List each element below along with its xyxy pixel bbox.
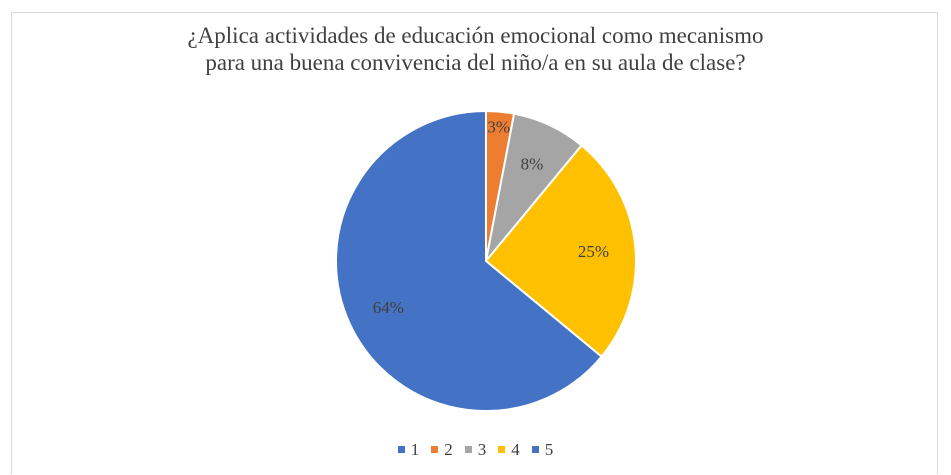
data-label-4: 25% (578, 242, 609, 261)
legend-item-1: 1 (397, 440, 420, 460)
chart-title-line-2: para una buena convivencia del niño/a en… (205, 50, 746, 75)
legend-item-2: 2 (431, 440, 453, 460)
legend-item-5: 5 (531, 440, 554, 460)
legend-swatch-1 (397, 445, 405, 453)
legend-swatch-3 (464, 445, 472, 453)
chart-legend: 1 2 3 4 5 (0, 440, 951, 460)
data-label-5: 64% (373, 298, 404, 317)
chart-title: ¿Aplica actividades de educación emocion… (0, 22, 951, 76)
legend-item-3: 3 (464, 440, 487, 460)
legend-swatch-4 (498, 445, 506, 453)
legend-swatch-5 (531, 445, 539, 453)
chart-title-line-1: ¿Aplica actividades de educación emocion… (187, 23, 764, 48)
pie-slice-5 (335, 109, 603, 412)
data-label-3: 8% (521, 154, 544, 173)
legend-label-1: 1 (410, 440, 420, 459)
legend-label-5: 5 (544, 440, 554, 459)
pie-slice-4 (484, 144, 637, 359)
legend-label-4: 4 (511, 440, 520, 459)
legend-label-3: 3 (477, 440, 487, 459)
legend-item-4: 4 (498, 440, 520, 460)
legend-label-2: 2 (444, 440, 453, 459)
legend-swatch-2 (431, 445, 439, 453)
data-label-2: 3% (487, 118, 510, 137)
